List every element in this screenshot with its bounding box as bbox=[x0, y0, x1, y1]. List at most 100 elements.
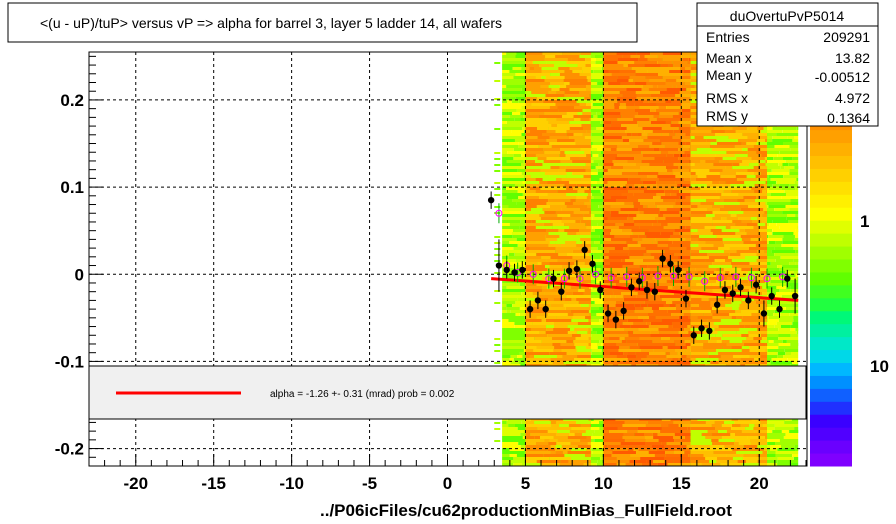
heatmap-cell bbox=[777, 265, 783, 268]
heatmap-cell bbox=[607, 169, 623, 172]
heatmap-cell bbox=[684, 328, 691, 331]
heatmap-cell bbox=[536, 205, 550, 208]
heatmap-cell bbox=[794, 181, 799, 184]
heatmap-cell bbox=[690, 256, 710, 259]
heatmap-cell bbox=[603, 181, 608, 184]
heatmap-cell bbox=[658, 214, 663, 217]
heatmap-cell bbox=[511, 130, 525, 133]
heatmap-cell bbox=[525, 100, 544, 103]
heatmap-cell bbox=[603, 241, 627, 244]
heatmap-cell bbox=[585, 223, 591, 226]
heatmap-cell bbox=[781, 196, 797, 199]
heatmap-cell bbox=[695, 127, 714, 130]
heatmap-cell bbox=[701, 298, 709, 301]
heatmap-cell bbox=[690, 346, 704, 349]
heatmap-cell bbox=[525, 139, 547, 142]
heatmap-cell bbox=[669, 97, 691, 100]
heatmap-cell bbox=[536, 460, 561, 463]
heatmap-cell bbox=[664, 457, 688, 460]
heatmap-cell bbox=[790, 148, 799, 151]
heatmap-cell bbox=[580, 304, 589, 307]
heatmap-cell bbox=[653, 148, 660, 151]
heatmap-cell bbox=[721, 229, 740, 232]
heatmap-cell bbox=[603, 196, 611, 199]
heatmap-cell bbox=[548, 199, 571, 202]
heatmap-cell bbox=[540, 463, 555, 466]
heatmap-cell bbox=[543, 160, 561, 163]
heatmap-cell bbox=[744, 325, 751, 328]
heatmap-cell bbox=[756, 274, 761, 277]
heatmap-cell bbox=[603, 76, 618, 79]
heatmap-cell bbox=[502, 148, 514, 151]
heatmap-cell bbox=[627, 445, 652, 448]
heatmap-cell bbox=[631, 283, 646, 286]
heatmap-cell bbox=[696, 337, 703, 340]
heatmap-cell bbox=[690, 127, 696, 130]
heatmap-cell bbox=[725, 181, 745, 184]
heatmap-cell bbox=[712, 178, 737, 181]
heatmap-cell bbox=[579, 73, 591, 76]
heatmap-cell bbox=[666, 301, 673, 304]
heatmap-cell bbox=[502, 325, 515, 328]
heatmap-cell bbox=[635, 91, 660, 94]
heatmap-cell bbox=[637, 430, 661, 433]
heatmap-cell bbox=[525, 346, 537, 349]
heatmap-cell bbox=[779, 151, 799, 154]
heatmap-cell bbox=[777, 355, 784, 358]
heatmap-cell bbox=[502, 358, 510, 361]
heatmap-cell bbox=[584, 310, 603, 313]
heatmap-cell bbox=[623, 64, 628, 67]
heatmap-cell bbox=[584, 136, 606, 139]
heatmap-cell bbox=[502, 319, 509, 322]
heatmap-cell bbox=[563, 361, 574, 364]
heatmap-cell bbox=[549, 142, 576, 145]
heatmap-cell bbox=[627, 430, 638, 433]
heatmap-cell bbox=[703, 313, 713, 316]
heatmap-cell bbox=[791, 352, 799, 355]
heatmap-cell bbox=[638, 235, 647, 238]
heatmap-cell bbox=[568, 301, 579, 304]
heatmap-cell bbox=[569, 127, 584, 130]
heatmap-cell bbox=[740, 208, 764, 211]
heatmap-cell bbox=[653, 310, 668, 313]
heatmap-cell bbox=[790, 289, 799, 292]
heatmap-cell bbox=[770, 448, 778, 451]
heatmap-cell bbox=[674, 289, 691, 292]
heatmap-cell bbox=[560, 295, 567, 298]
heatmap-cell bbox=[622, 424, 646, 427]
heatmap-cell bbox=[525, 112, 545, 115]
heatmap-cell bbox=[631, 133, 638, 136]
heatmap-cell bbox=[588, 328, 591, 331]
heatmap-cell bbox=[549, 439, 558, 442]
heatmap-cell bbox=[502, 130, 512, 133]
heatmap-cell bbox=[674, 283, 690, 286]
heatmap-cell bbox=[762, 187, 767, 190]
heatmap-cell bbox=[593, 265, 608, 268]
heatmap-cell bbox=[652, 85, 658, 88]
heatmap-cell bbox=[712, 211, 729, 214]
heatmap-cell bbox=[675, 199, 691, 202]
heatmap-cell bbox=[591, 193, 612, 196]
heatmap-cell bbox=[622, 94, 637, 97]
heatmap-cell bbox=[784, 421, 799, 424]
heatmap-cell bbox=[661, 298, 671, 301]
heatmap-cell bbox=[656, 205, 674, 208]
heatmap-cell bbox=[627, 448, 634, 451]
heatmap-cell bbox=[547, 427, 572, 430]
heatmap-cell bbox=[577, 190, 585, 193]
heatmap-cell bbox=[525, 307, 548, 310]
heatmap-cell bbox=[508, 424, 515, 427]
heatmap-cell bbox=[732, 127, 747, 130]
heatmap-cell bbox=[654, 361, 677, 364]
heatmap-cell bbox=[677, 256, 691, 259]
heatmap-cell bbox=[777, 457, 794, 460]
heatmap-cell bbox=[764, 424, 775, 427]
heatmap-cell bbox=[771, 169, 790, 172]
heatmap-cell bbox=[756, 151, 767, 154]
heatmap-cell bbox=[790, 202, 799, 205]
heatmap-cell bbox=[616, 355, 627, 358]
heatmap-cell bbox=[694, 163, 714, 166]
heatmap-cell bbox=[676, 277, 691, 280]
heatmap-cell bbox=[685, 67, 691, 70]
heatmap-cell bbox=[643, 205, 648, 208]
